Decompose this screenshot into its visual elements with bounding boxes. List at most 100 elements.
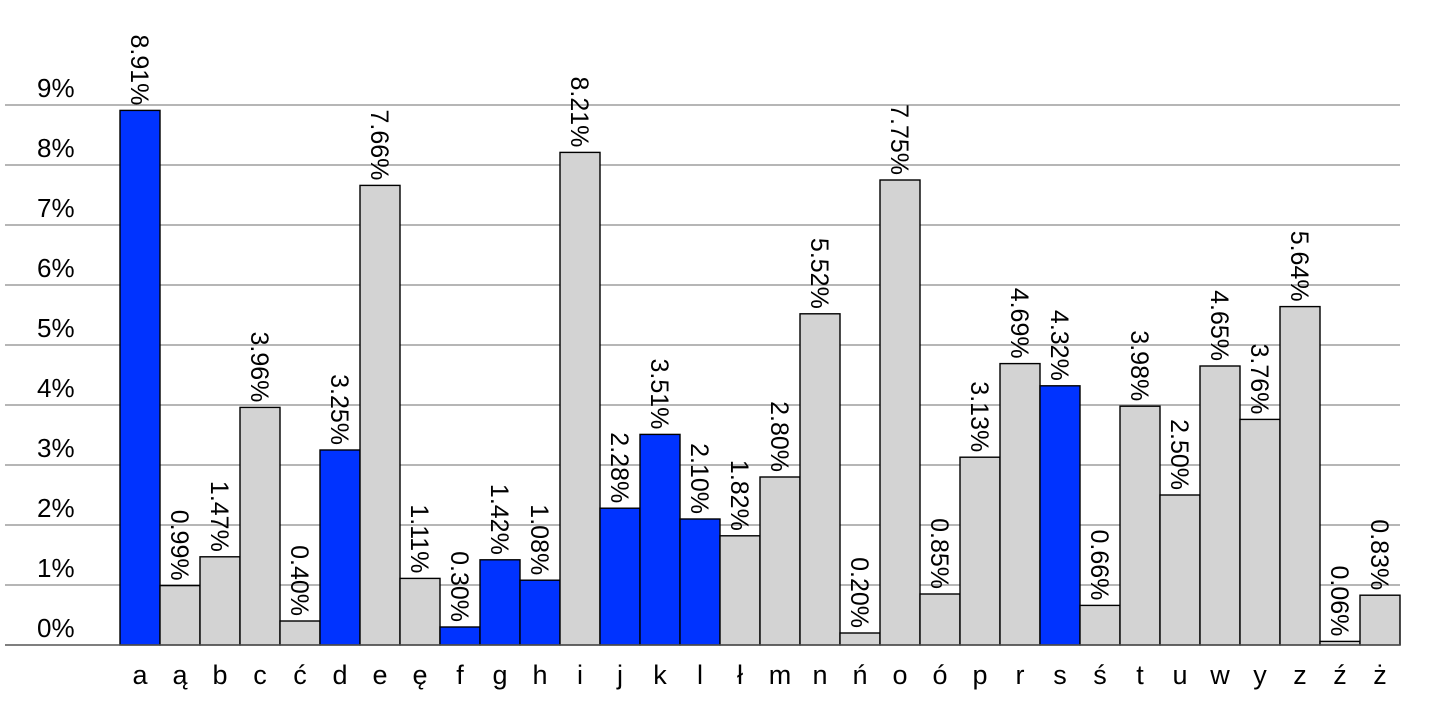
x-tick-label: f bbox=[456, 660, 464, 690]
x-tick-label: z bbox=[1293, 660, 1307, 690]
data-label: 0.66% bbox=[1085, 530, 1113, 601]
x-tick-label: u bbox=[1172, 660, 1187, 690]
bar-26 bbox=[1119, 405, 1161, 646]
bar-7 bbox=[359, 184, 401, 646]
data-label: 2.80% bbox=[765, 401, 793, 472]
data-label: 3.51% bbox=[645, 359, 673, 430]
data-label: 2.10% bbox=[685, 443, 713, 514]
bar-15 bbox=[679, 518, 721, 646]
data-label: 3.25% bbox=[325, 374, 353, 445]
data-label: 1.11% bbox=[405, 504, 433, 573]
data-label: 5.64% bbox=[1285, 231, 1313, 302]
data-label: 8.21% bbox=[565, 77, 593, 148]
y-tick-label: 1% bbox=[37, 553, 75, 583]
x-tick-label: i bbox=[577, 660, 583, 690]
bar-23 bbox=[999, 362, 1041, 646]
x-tick-label: a bbox=[132, 660, 148, 690]
y-tick-label: 7% bbox=[37, 193, 75, 223]
data-label: 4.69% bbox=[1005, 288, 1033, 359]
y-tick-label: 8% bbox=[37, 133, 75, 163]
x-tick-label: ń bbox=[852, 660, 867, 690]
y-tick-label: 0% bbox=[37, 613, 75, 643]
bar-8 bbox=[399, 577, 441, 646]
bar-10 bbox=[479, 559, 521, 646]
x-tick-label: ó bbox=[932, 660, 947, 690]
data-label: 0.06% bbox=[1325, 566, 1353, 637]
y-tick-label: 5% bbox=[37, 313, 75, 343]
x-tick-label: ę bbox=[412, 660, 427, 690]
y-tick-label: 2% bbox=[37, 493, 75, 523]
bar-28 bbox=[1199, 365, 1241, 646]
bars bbox=[119, 109, 1401, 646]
bar-32 bbox=[1359, 594, 1401, 646]
x-tick-label: ą bbox=[172, 660, 188, 690]
bar-11 bbox=[519, 579, 561, 646]
x-tick-label: ż bbox=[1373, 660, 1387, 690]
data-label: 3.76% bbox=[1245, 344, 1273, 415]
data-label: 7.75% bbox=[885, 104, 913, 175]
data-label: 4.65% bbox=[1205, 290, 1233, 361]
bar-3 bbox=[199, 556, 241, 646]
y-tick-label: 9% bbox=[37, 73, 75, 103]
x-tick-label: h bbox=[532, 660, 547, 690]
grid-lines bbox=[5, 104, 1400, 586]
x-tick-label: ł bbox=[737, 660, 743, 690]
y-tick-label: 6% bbox=[37, 253, 75, 283]
x-tick-label: ś bbox=[1093, 660, 1107, 690]
data-label: 0.85% bbox=[925, 518, 953, 589]
bar-29 bbox=[1239, 418, 1281, 646]
data-label: 0.20% bbox=[845, 557, 873, 628]
bar-27 bbox=[1159, 494, 1201, 646]
x-tick-label: o bbox=[892, 660, 907, 690]
x-tick-label: p bbox=[972, 660, 987, 690]
x-tick-label: y bbox=[1253, 660, 1267, 690]
data-label: 0.83% bbox=[1365, 519, 1393, 590]
data-label: 5.52% bbox=[805, 238, 833, 309]
x-tick-label: ź bbox=[1333, 660, 1347, 690]
data-label: 0.99% bbox=[165, 510, 193, 581]
data-label: 3.98% bbox=[1125, 330, 1153, 401]
bar-6 bbox=[319, 449, 361, 646]
bar-24 bbox=[1039, 385, 1081, 646]
x-tick-label: j bbox=[616, 660, 623, 690]
x-tick-label: l bbox=[697, 660, 703, 690]
data-label: 1.47% bbox=[205, 481, 233, 552]
bar-18 bbox=[799, 313, 841, 646]
bar-13 bbox=[599, 507, 641, 646]
x-tick-label: c bbox=[253, 660, 267, 690]
x-tick-label: m bbox=[769, 660, 792, 690]
x-tick-label: d bbox=[332, 660, 347, 690]
x-tick-label: w bbox=[1209, 660, 1230, 690]
data-label: 1.42% bbox=[485, 484, 513, 555]
bar-14 bbox=[639, 433, 681, 646]
bar-16 bbox=[719, 535, 761, 646]
data-label: 3.96% bbox=[245, 332, 273, 403]
bar-19 bbox=[839, 632, 881, 646]
data-label: 1.08% bbox=[525, 504, 553, 575]
bar-22 bbox=[959, 456, 1001, 646]
data-label: 3.13% bbox=[965, 381, 993, 452]
bar-25 bbox=[1079, 604, 1121, 646]
bar-9 bbox=[439, 626, 481, 646]
data-label: 2.50% bbox=[1165, 419, 1193, 490]
data-labels: 8.91% 0.99% 1.47% 3.96% 0.40% 3.25% 7.66% 1.11%… bbox=[125, 35, 1393, 637]
data-label: 0.30% bbox=[445, 551, 473, 622]
bar-5 bbox=[279, 620, 321, 646]
bar-4 bbox=[239, 406, 281, 646]
x-tick-label: g bbox=[492, 660, 507, 690]
bar-1 bbox=[119, 109, 161, 646]
data-label: 7.66% bbox=[365, 110, 393, 181]
data-label: 2.28% bbox=[605, 432, 633, 503]
x-tick-label: k bbox=[653, 660, 667, 690]
y-tick-label: 3% bbox=[37, 433, 75, 463]
x-tick-label: t bbox=[1136, 660, 1144, 690]
y-tick-label: 4% bbox=[37, 373, 75, 403]
bar-21 bbox=[919, 593, 961, 646]
x-tick-label: e bbox=[372, 660, 387, 690]
bar-20 bbox=[879, 179, 921, 646]
bar-2 bbox=[159, 584, 201, 646]
x-tick-label: ć bbox=[293, 660, 307, 690]
bar-30 bbox=[1279, 305, 1321, 646]
